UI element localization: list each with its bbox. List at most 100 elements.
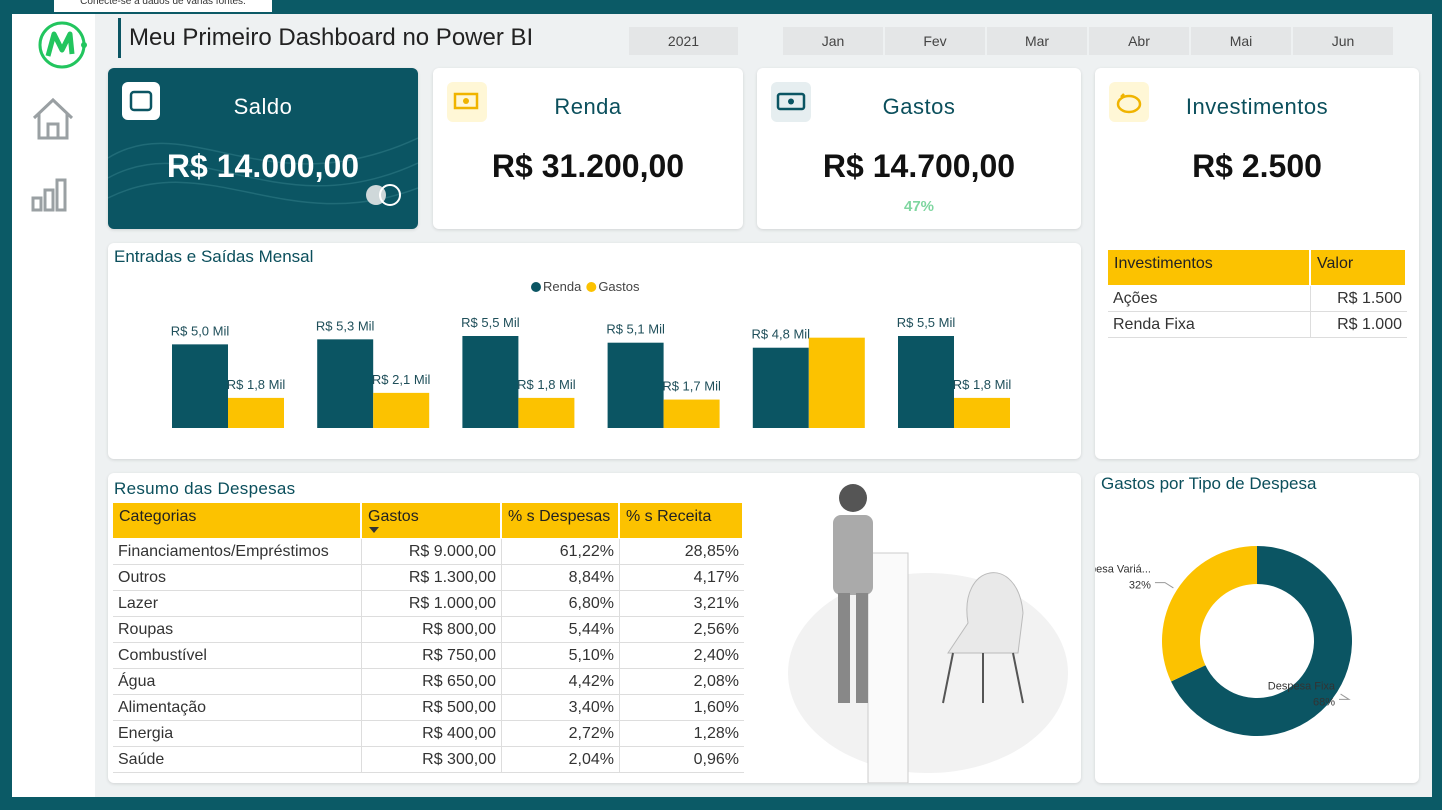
legend-label: Gastos (598, 279, 640, 294)
table-cell: Lazer (113, 591, 362, 617)
table-cell: R$ 1.500 (1311, 286, 1407, 312)
table-cell: 4,17% (620, 565, 744, 591)
table-cell: 6,80% (502, 591, 620, 617)
bar (462, 336, 519, 428)
card-title: Investimentos (1185, 94, 1329, 119)
table-cell: 2,04% (502, 747, 620, 773)
month-button[interactable]: Fev (885, 27, 985, 55)
table-cell: 2,72% (502, 721, 620, 747)
table-header: % s Receita (620, 503, 744, 538)
table-cell: 3,40% (502, 695, 620, 721)
table-cell: Ações (1108, 286, 1311, 312)
table-cell: Renda Fixa (1108, 312, 1311, 338)
slice-label: Despesa Fixa (1268, 680, 1336, 692)
table-header: % s Despesas (502, 503, 620, 538)
logo-dot (81, 42, 87, 48)
card-value: R$ 31.200,00 (491, 148, 685, 184)
data-label: R$ 5,1 Mil (606, 322, 665, 337)
bar (518, 397, 575, 428)
chart-title: Entradas e Saídas Mensal (114, 247, 313, 266)
table-cell: R$ 650,00 (362, 669, 502, 695)
data-label: R$ 5,5 Mil (461, 315, 520, 330)
bar (607, 342, 664, 428)
table-cell: Alimentação (113, 695, 362, 721)
table-cell: R$ 800,00 (362, 617, 502, 643)
table-header: Investimentos (1108, 250, 1311, 285)
sidebar (12, 14, 95, 797)
slice-value: 32% (1129, 580, 1151, 592)
bar (752, 347, 809, 428)
home-icon[interactable] (32, 97, 74, 140)
table-cell: R$ 300,00 (362, 747, 502, 773)
table-cell: 2,56% (620, 617, 744, 643)
sort-arrow (369, 527, 379, 533)
dashboard-title: Meu Primeiro Dashboard no Power BI (129, 24, 534, 51)
month-button[interactable]: Mai (1191, 27, 1291, 55)
bar (172, 344, 228, 428)
gastos-card: Gastos R$ 14.700,00 47% (757, 68, 1081, 229)
table-cell: R$ 1.000,00 (362, 591, 502, 617)
expenses-card: Resumo das Despesas Categorias Gastos% s … (108, 473, 1081, 783)
table-cell: R$ 1.300,00 (362, 565, 502, 591)
card-title: Saldo (233, 94, 293, 119)
month-button[interactable]: Abr (1089, 27, 1189, 55)
tooltip: Conecte-se a dados de várias fontes. (54, 0, 272, 12)
table-cell: Energia (113, 721, 362, 747)
card-value: R$ 14.000,00 (166, 148, 360, 184)
table-cell: Saúde (113, 747, 362, 773)
table-cell: R$ 750,00 (362, 643, 502, 669)
table-cell: 5,10% (502, 643, 620, 669)
donut-chart: Gastos por Tipo de Despesa Despesa Fixa 6… (1070, 474, 1352, 736)
renda-icon (447, 82, 487, 122)
legend-marker (531, 282, 541, 292)
table-cell: 5,44% (502, 617, 620, 643)
table-cell: 1,60% (620, 695, 744, 721)
illustration (788, 484, 1068, 783)
table-cell: R$ 9.000,00 (362, 539, 502, 565)
report-icon[interactable] (31, 178, 67, 212)
bar (317, 339, 374, 428)
legend-marker (586, 282, 597, 292)
table-cell: 1,28% (620, 721, 744, 747)
renda-card: Renda R$ 31.200,00 (433, 68, 743, 229)
slice-label: Despesa Variá... (1095, 564, 1151, 576)
bar-chart: Entradas e Saídas Mensal Renda Gastos R$ 5… (114, 247, 1012, 428)
table-cell: 2,08% (620, 669, 744, 695)
data-label: R$ 1,8 Mil (953, 377, 1012, 392)
legend-label: Renda (543, 279, 582, 294)
table-title: Resumo das Despesas (114, 479, 296, 498)
table-cell: R$ 400,00 (362, 721, 502, 747)
data-label: R$ 4,8 Mil (752, 327, 811, 342)
month-button[interactable]: Jan (783, 27, 883, 55)
card-title: Renda (554, 94, 622, 119)
nav-icons (31, 21, 87, 212)
table-cell: R$ 1.000 (1311, 312, 1407, 338)
data-label: R$ 5,5 Mil (897, 315, 956, 330)
data-label: R$ 1,7 Mil (662, 379, 721, 394)
year-slicer[interactable]: 2021 (629, 27, 738, 55)
pie-slice (1171, 546, 1352, 736)
leader-line (1339, 693, 1351, 700)
title-accent (118, 18, 121, 58)
month-button[interactable]: Jun (1293, 27, 1393, 55)
table-cell: Combustível (113, 643, 362, 669)
data-label: R$ 5,3 Mil (316, 318, 375, 333)
table-header: Categorias (113, 503, 362, 538)
table-cell: 28,85% (620, 539, 744, 565)
bar (663, 399, 720, 428)
table-cell: 61,22% (502, 539, 620, 565)
card-title: Gastos (882, 94, 956, 119)
investimentos-card: Investimentos R$ 2.500 Investimentos Valo… (1095, 68, 1419, 459)
bar (228, 397, 284, 428)
leader-line (1154, 582, 1174, 589)
slice-value: 68% (1313, 696, 1335, 708)
bar (954, 397, 1010, 428)
month-button[interactable]: Mar (987, 27, 1087, 55)
bar-chart-card: Entradas e Saídas Mensal Renda Gastos R$ 5… (108, 243, 1081, 459)
card-value: R$ 2.500 (1192, 148, 1322, 184)
card-value: R$ 14.700,00 (822, 148, 1016, 184)
data-label: R$ 1,8 Mil (517, 377, 576, 392)
table-cell: Financiamentos/Empréstimos (113, 539, 362, 565)
data-label: R$ 1,8 Mil (227, 377, 286, 392)
saldo-card: Saldo R$ 14.000,00 (108, 68, 418, 229)
